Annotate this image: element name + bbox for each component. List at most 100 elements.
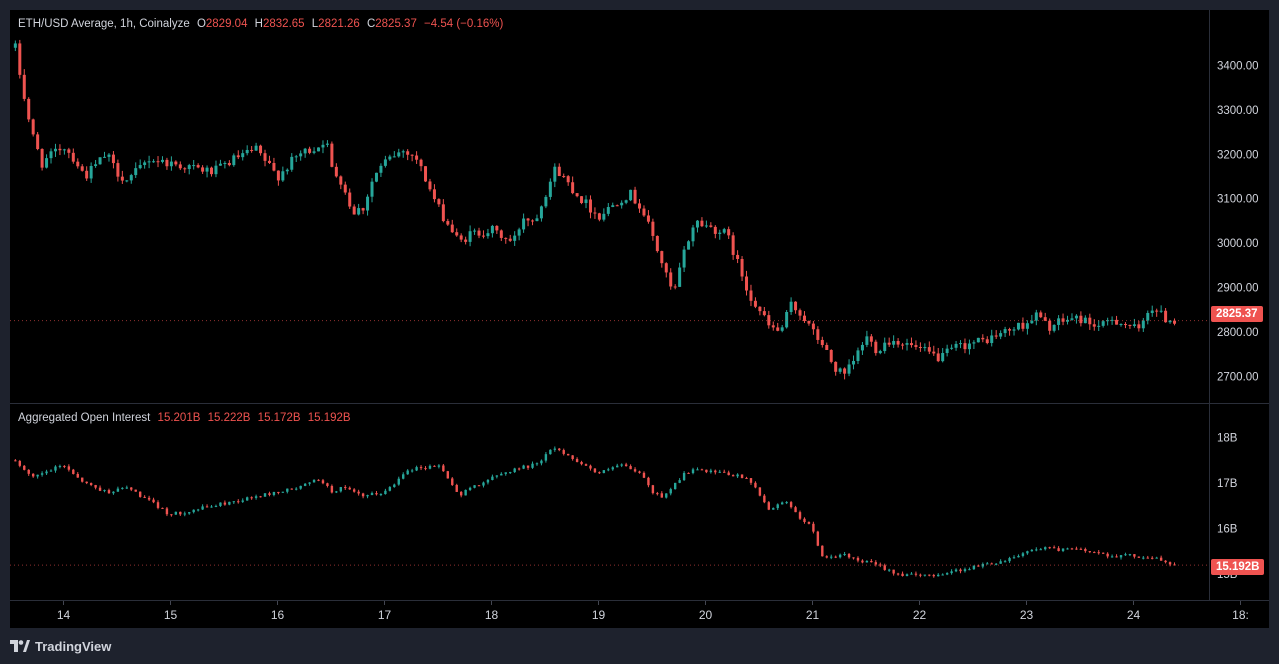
candle-body xyxy=(236,155,240,158)
candle xyxy=(1119,554,1123,560)
candle-body xyxy=(825,345,829,350)
candle-body xyxy=(481,235,485,237)
candle xyxy=(713,225,717,239)
candle-body xyxy=(464,489,467,496)
candle-body xyxy=(896,573,900,575)
candle xyxy=(245,496,249,501)
candle-body xyxy=(526,218,530,221)
candle-body xyxy=(740,474,744,478)
candle-body xyxy=(223,502,227,505)
candle-body xyxy=(861,560,864,563)
candle xyxy=(972,340,976,350)
candle xyxy=(807,521,811,525)
candle-body xyxy=(1061,548,1065,551)
candle xyxy=(326,482,329,488)
candle xyxy=(959,340,963,349)
candle xyxy=(81,477,84,483)
candle-body xyxy=(196,509,200,511)
candle-body xyxy=(259,145,263,154)
candle xyxy=(803,517,806,524)
candle-body xyxy=(232,155,236,166)
candle-body xyxy=(664,263,668,273)
candle-body xyxy=(1025,323,1029,329)
candle-body xyxy=(1133,554,1136,557)
candle xyxy=(829,349,833,364)
candle-body xyxy=(13,43,17,48)
candle-body xyxy=(272,163,276,171)
candle-body xyxy=(914,573,918,575)
candle xyxy=(923,343,927,352)
candle xyxy=(879,562,882,568)
candle-body xyxy=(14,460,17,462)
candle xyxy=(259,495,262,498)
candle-body xyxy=(709,225,713,227)
candle xyxy=(731,232,735,260)
candle xyxy=(825,342,829,351)
chart-canvas[interactable]: 14 15 16 17 18 19 20 21 22 23 24 18: 3400.00 3300.00 3… xyxy=(10,10,1269,628)
candle-body xyxy=(1057,318,1061,325)
candle-body xyxy=(803,518,806,522)
candle xyxy=(816,530,820,547)
candle-body xyxy=(259,496,262,498)
candle-body xyxy=(134,489,137,492)
candle xyxy=(723,469,726,473)
candle-body xyxy=(749,290,753,301)
candle-body xyxy=(558,448,561,451)
candle xyxy=(709,468,713,474)
candle xyxy=(740,256,744,282)
y-tick-label: 3300.00 xyxy=(1217,105,1259,117)
candle xyxy=(183,511,186,517)
candle-body xyxy=(1066,548,1069,550)
candle xyxy=(941,573,944,576)
candle xyxy=(152,497,155,504)
candle xyxy=(513,467,516,473)
candle xyxy=(566,453,570,456)
candle-body xyxy=(571,455,574,460)
candle-body xyxy=(468,487,472,490)
brand-label[interactable]: TradingView xyxy=(35,638,112,654)
price-legend: ETH/USD Average, 1h, Coinalyze O2829.04 … xyxy=(18,18,503,30)
candle-body xyxy=(727,229,731,236)
candle-body xyxy=(36,474,39,477)
candle xyxy=(820,336,824,348)
candle xyxy=(615,204,619,207)
candle xyxy=(566,175,570,186)
candle-body xyxy=(477,485,481,487)
candle-body xyxy=(383,159,387,166)
candle xyxy=(250,146,254,153)
candle xyxy=(459,491,463,498)
candle-body xyxy=(1159,310,1163,312)
candle-body xyxy=(932,575,935,577)
candle-body xyxy=(580,461,583,465)
candle xyxy=(932,345,936,356)
candle xyxy=(629,189,633,202)
candle xyxy=(954,340,958,351)
candle-body xyxy=(700,469,704,471)
candle-body xyxy=(281,491,285,493)
candle-body xyxy=(36,134,40,150)
candle-body xyxy=(361,208,365,211)
candle-body xyxy=(852,360,856,365)
candle-body xyxy=(1048,320,1052,331)
candle xyxy=(152,159,156,163)
candle xyxy=(357,203,361,216)
candle-body xyxy=(753,300,757,307)
candle xyxy=(990,562,993,565)
candle xyxy=(437,464,441,469)
candle xyxy=(187,163,191,175)
candle xyxy=(504,472,507,476)
candle-body xyxy=(121,487,124,489)
candle-body xyxy=(847,364,851,374)
candle xyxy=(54,465,57,473)
candle-body xyxy=(433,465,436,467)
candle xyxy=(588,195,592,219)
candle xyxy=(401,149,405,158)
candle xyxy=(611,202,615,208)
candle xyxy=(424,466,427,471)
candle-body xyxy=(767,502,771,510)
candle-body xyxy=(838,554,842,558)
candle-body xyxy=(985,339,989,344)
candle-body xyxy=(53,148,57,152)
candle-body xyxy=(838,368,842,372)
candle xyxy=(325,140,329,148)
